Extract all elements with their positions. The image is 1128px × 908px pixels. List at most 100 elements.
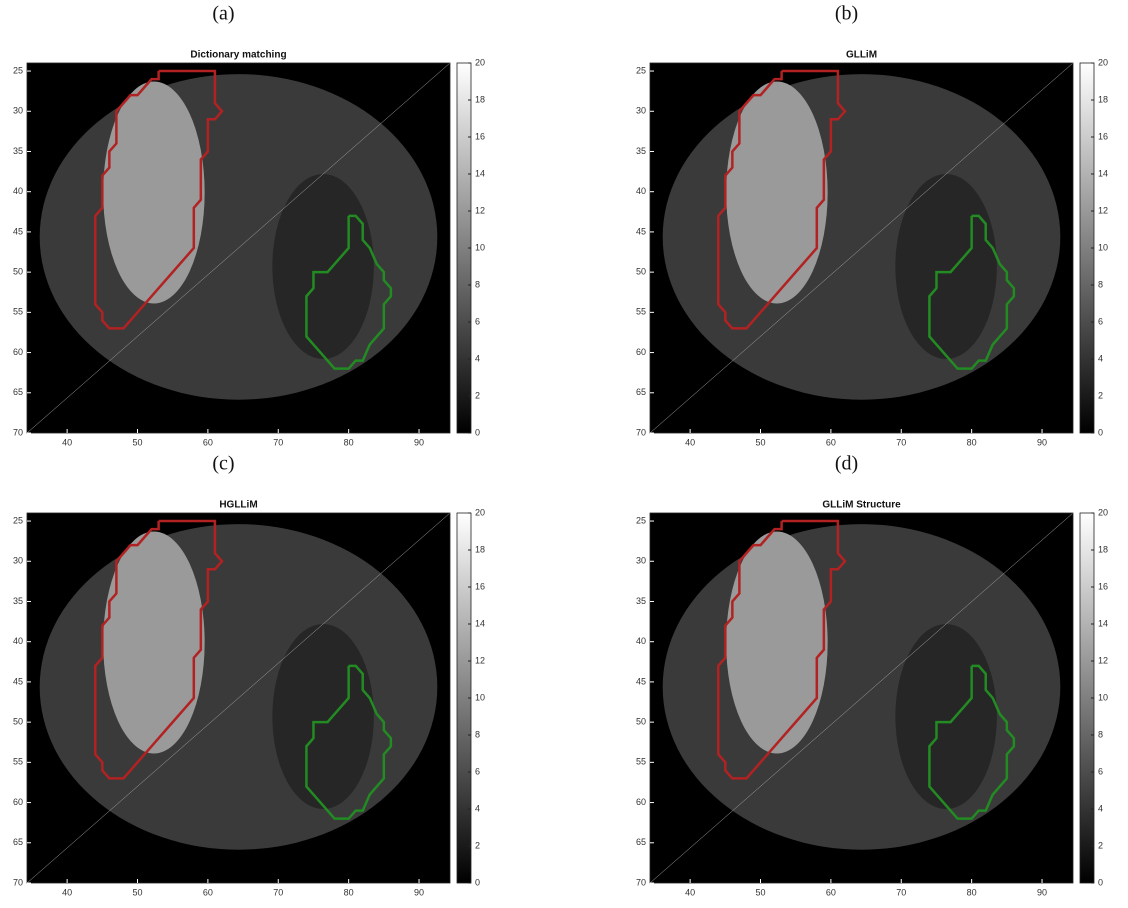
y-tick-label: 55 xyxy=(636,307,646,317)
colorbar-tick-label: 18 xyxy=(475,94,485,104)
colorbar-tick-label: 12 xyxy=(1098,655,1108,665)
x-tick-label: 70 xyxy=(273,437,283,447)
y-tick-label: 50 xyxy=(636,267,646,277)
y-tick-label: 65 xyxy=(636,837,646,847)
colorbar-tick-label: 6 xyxy=(1098,316,1103,326)
y-tick-label: 70 xyxy=(636,877,646,887)
colorbar-tick-label: 16 xyxy=(1098,131,1108,141)
colorbar-tick-label: 10 xyxy=(1098,692,1108,702)
x-tick-label: 90 xyxy=(1037,437,1047,447)
y-tick-label: 45 xyxy=(13,676,23,686)
colorbar-tick-label: 18 xyxy=(475,544,485,554)
panel-title: GLLiM Structure xyxy=(822,500,901,511)
y-tick-label: 30 xyxy=(636,556,646,566)
y-tick-label: 25 xyxy=(13,515,23,525)
panel-label: (a) xyxy=(212,3,234,25)
colorbar-tick-label: 4 xyxy=(1098,353,1103,363)
colorbar-tick-label: 4 xyxy=(475,803,480,813)
y-tick-label: 60 xyxy=(636,797,646,807)
colorbar-tick-label: 18 xyxy=(1098,94,1108,104)
colorbar-tick-label: 0 xyxy=(1098,427,1103,437)
x-tick-label: 40 xyxy=(62,437,72,447)
tissue xyxy=(40,524,438,850)
colorbar-tick-label: 2 xyxy=(475,840,480,850)
colorbar-tick-label: 12 xyxy=(475,205,485,215)
x-tick-label: 40 xyxy=(62,887,72,897)
y-tick-label: 60 xyxy=(636,347,646,357)
colorbar-tick-label: 0 xyxy=(475,877,480,887)
colorbar-tick-label: 8 xyxy=(1098,279,1103,289)
tissue xyxy=(40,74,438,400)
y-tick-label: 35 xyxy=(636,596,646,606)
colorbar-tick-label: 14 xyxy=(475,168,485,178)
colorbar-tick-label: 10 xyxy=(475,692,485,702)
x-tick-label: 80 xyxy=(344,887,354,897)
colorbar-tick-label: 12 xyxy=(475,655,485,665)
y-tick-label: 55 xyxy=(13,307,23,317)
colorbar-tick-label: 4 xyxy=(475,353,480,363)
y-tick-label: 45 xyxy=(13,226,23,236)
tissue-dark xyxy=(895,624,997,809)
colorbar-tick-label: 16 xyxy=(475,581,485,591)
y-tick-label: 50 xyxy=(13,717,23,727)
tissue-dark xyxy=(895,174,997,359)
colorbar-tick-label: 6 xyxy=(475,316,480,326)
colorbar-tick-label: 8 xyxy=(475,729,480,739)
x-tick-label: 80 xyxy=(967,437,977,447)
colorbar-tick-label: 6 xyxy=(475,766,480,776)
y-tick-label: 30 xyxy=(13,556,23,566)
panel-label: (d) xyxy=(835,453,858,475)
tissue-bright xyxy=(726,532,828,754)
x-tick-label: 60 xyxy=(826,887,836,897)
x-tick-label: 70 xyxy=(273,887,283,897)
y-tick-label: 65 xyxy=(13,837,23,847)
y-tick-label: 25 xyxy=(13,65,23,75)
x-tick-label: 50 xyxy=(132,887,142,897)
tissue-dark xyxy=(272,174,374,359)
colorbar-tick-label: 8 xyxy=(475,279,480,289)
y-tick-label: 55 xyxy=(636,757,646,767)
y-tick-label: 70 xyxy=(636,427,646,437)
x-tick-label: 90 xyxy=(414,437,424,447)
y-tick-label: 35 xyxy=(636,146,646,156)
colorbar-tick-label: 14 xyxy=(1098,618,1108,628)
colorbar-tick-label: 16 xyxy=(475,131,485,141)
x-tick-label: 40 xyxy=(685,887,695,897)
tissue xyxy=(663,524,1061,850)
x-tick-label: 60 xyxy=(826,437,836,447)
y-tick-label: 65 xyxy=(13,387,23,397)
x-tick-label: 80 xyxy=(344,437,354,447)
x-tick-label: 40 xyxy=(685,437,695,447)
panel-label: (b) xyxy=(835,3,858,25)
colorbar-tick-label: 0 xyxy=(475,427,480,437)
y-tick-label: 70 xyxy=(13,427,23,437)
y-tick-label: 45 xyxy=(636,676,646,686)
colorbar-tick-label: 10 xyxy=(1098,242,1108,252)
colorbar-tick-label: 14 xyxy=(1098,168,1108,178)
y-tick-label: 60 xyxy=(13,797,23,807)
colorbar-tick-label: 2 xyxy=(475,390,480,400)
y-tick-label: 25 xyxy=(636,515,646,525)
colorbar-tick-label: 10 xyxy=(475,242,485,252)
x-tick-label: 90 xyxy=(1037,887,1047,897)
panel-title: HGLLiM xyxy=(219,500,257,511)
colorbar-tick-label: 2 xyxy=(1098,840,1103,850)
x-tick-label: 50 xyxy=(755,437,765,447)
y-tick-label: 60 xyxy=(13,347,23,357)
y-tick-label: 50 xyxy=(13,267,23,277)
colorbar-tick-label: 8 xyxy=(1098,729,1103,739)
x-tick-label: 50 xyxy=(132,437,142,447)
y-tick-label: 40 xyxy=(13,186,23,196)
colorbar-tick-label: 0 xyxy=(1098,877,1103,887)
y-tick-label: 40 xyxy=(636,186,646,196)
y-tick-label: 50 xyxy=(636,717,646,727)
x-tick-label: 70 xyxy=(896,437,906,447)
x-tick-label: 50 xyxy=(755,887,765,897)
tissue xyxy=(663,74,1061,400)
y-tick-label: 30 xyxy=(13,106,23,116)
colorbar-tick-label: 20 xyxy=(1098,507,1108,517)
y-tick-label: 65 xyxy=(636,387,646,397)
colorbar-tick-label: 18 xyxy=(1098,544,1108,554)
tissue-bright xyxy=(103,532,205,754)
y-tick-label: 70 xyxy=(13,877,23,887)
